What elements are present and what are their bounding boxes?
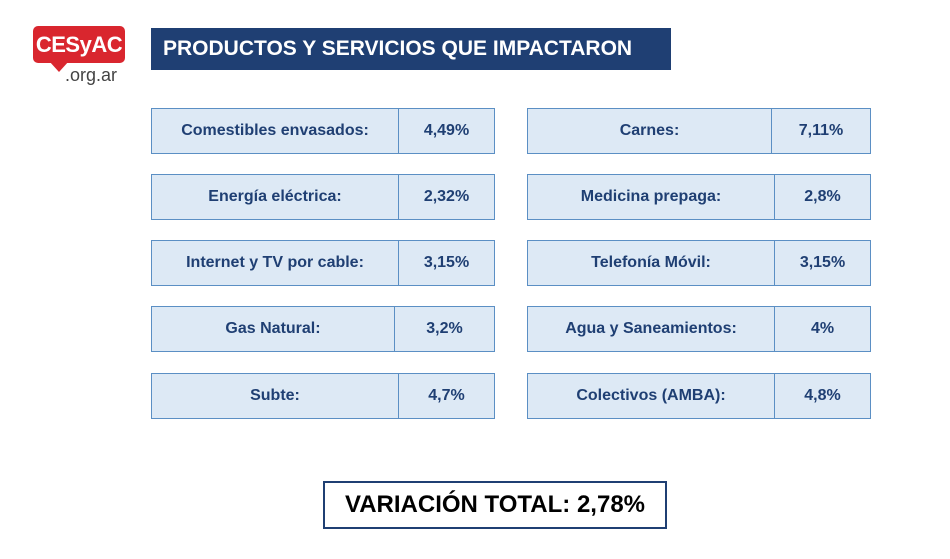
item-row-internet: Internet y TV por cable: 3,15%: [151, 240, 495, 286]
item-label: Internet y TV por cable:: [152, 241, 399, 285]
item-label: Agua y Saneamientos:: [528, 307, 775, 351]
item-value: 2,32%: [423, 188, 470, 205]
item-row-comestibles: Comestibles envasados: 4,49%: [151, 108, 495, 154]
item-row-subte: Subte: 4,7%: [151, 373, 495, 419]
item-value: 7,11%: [798, 122, 844, 139]
item-row-medicina: Medicina prepaga: 2,8%: [527, 174, 871, 220]
item-value: 3,15%: [799, 254, 846, 271]
item-row-carnes: Carnes: 7,11%: [527, 108, 871, 154]
item-label: Comestibles envasados:: [152, 109, 399, 153]
item-row-gas: Gas Natural: 3,2%: [151, 306, 495, 352]
page-title: PRODUCTOS Y SERVICIOS QUE IMPACTARON: [151, 28, 671, 70]
item-label: Carnes:: [528, 109, 772, 153]
item-label: Medicina prepaga:: [528, 175, 775, 219]
item-value: 3,2%: [426, 320, 463, 337]
item-value: 4,49%: [423, 122, 470, 139]
item-row-agua: Agua y Saneamientos: 4%: [527, 306, 871, 352]
item-label: Gas Natural:: [152, 307, 395, 351]
item-label: Telefonía Móvil:: [528, 241, 775, 285]
item-value: 4%: [810, 320, 835, 337]
logo-domain-text: .org.ar: [65, 65, 118, 85]
item-label: Energía eléctrica:: [152, 175, 399, 219]
item-value: 3,15%: [423, 254, 470, 271]
logo-bubble-tail: [49, 61, 69, 72]
logo-brand-text: CESyAC: [35, 32, 123, 57]
item-row-colectivos: Colectivos (AMBA): 4,8%: [527, 373, 871, 419]
item-value: 4,7%: [428, 387, 465, 404]
item-value: 2,8%: [804, 188, 841, 205]
logo-speech-bubble: [33, 26, 125, 63]
item-label: Colectivos (AMBA):: [528, 374, 775, 418]
total-variation: VARIACIÓN TOTAL: 2,78%: [323, 481, 667, 529]
cesyac-logo: CESyAC .org.ar: [33, 24, 133, 86]
item-row-telefonia: Telefonía Móvil: 3,15%: [527, 240, 871, 286]
item-row-energia: Energía eléctrica: 2,32%: [151, 174, 495, 220]
item-value: 4,8%: [804, 387, 841, 404]
item-label: Subte:: [152, 374, 399, 418]
